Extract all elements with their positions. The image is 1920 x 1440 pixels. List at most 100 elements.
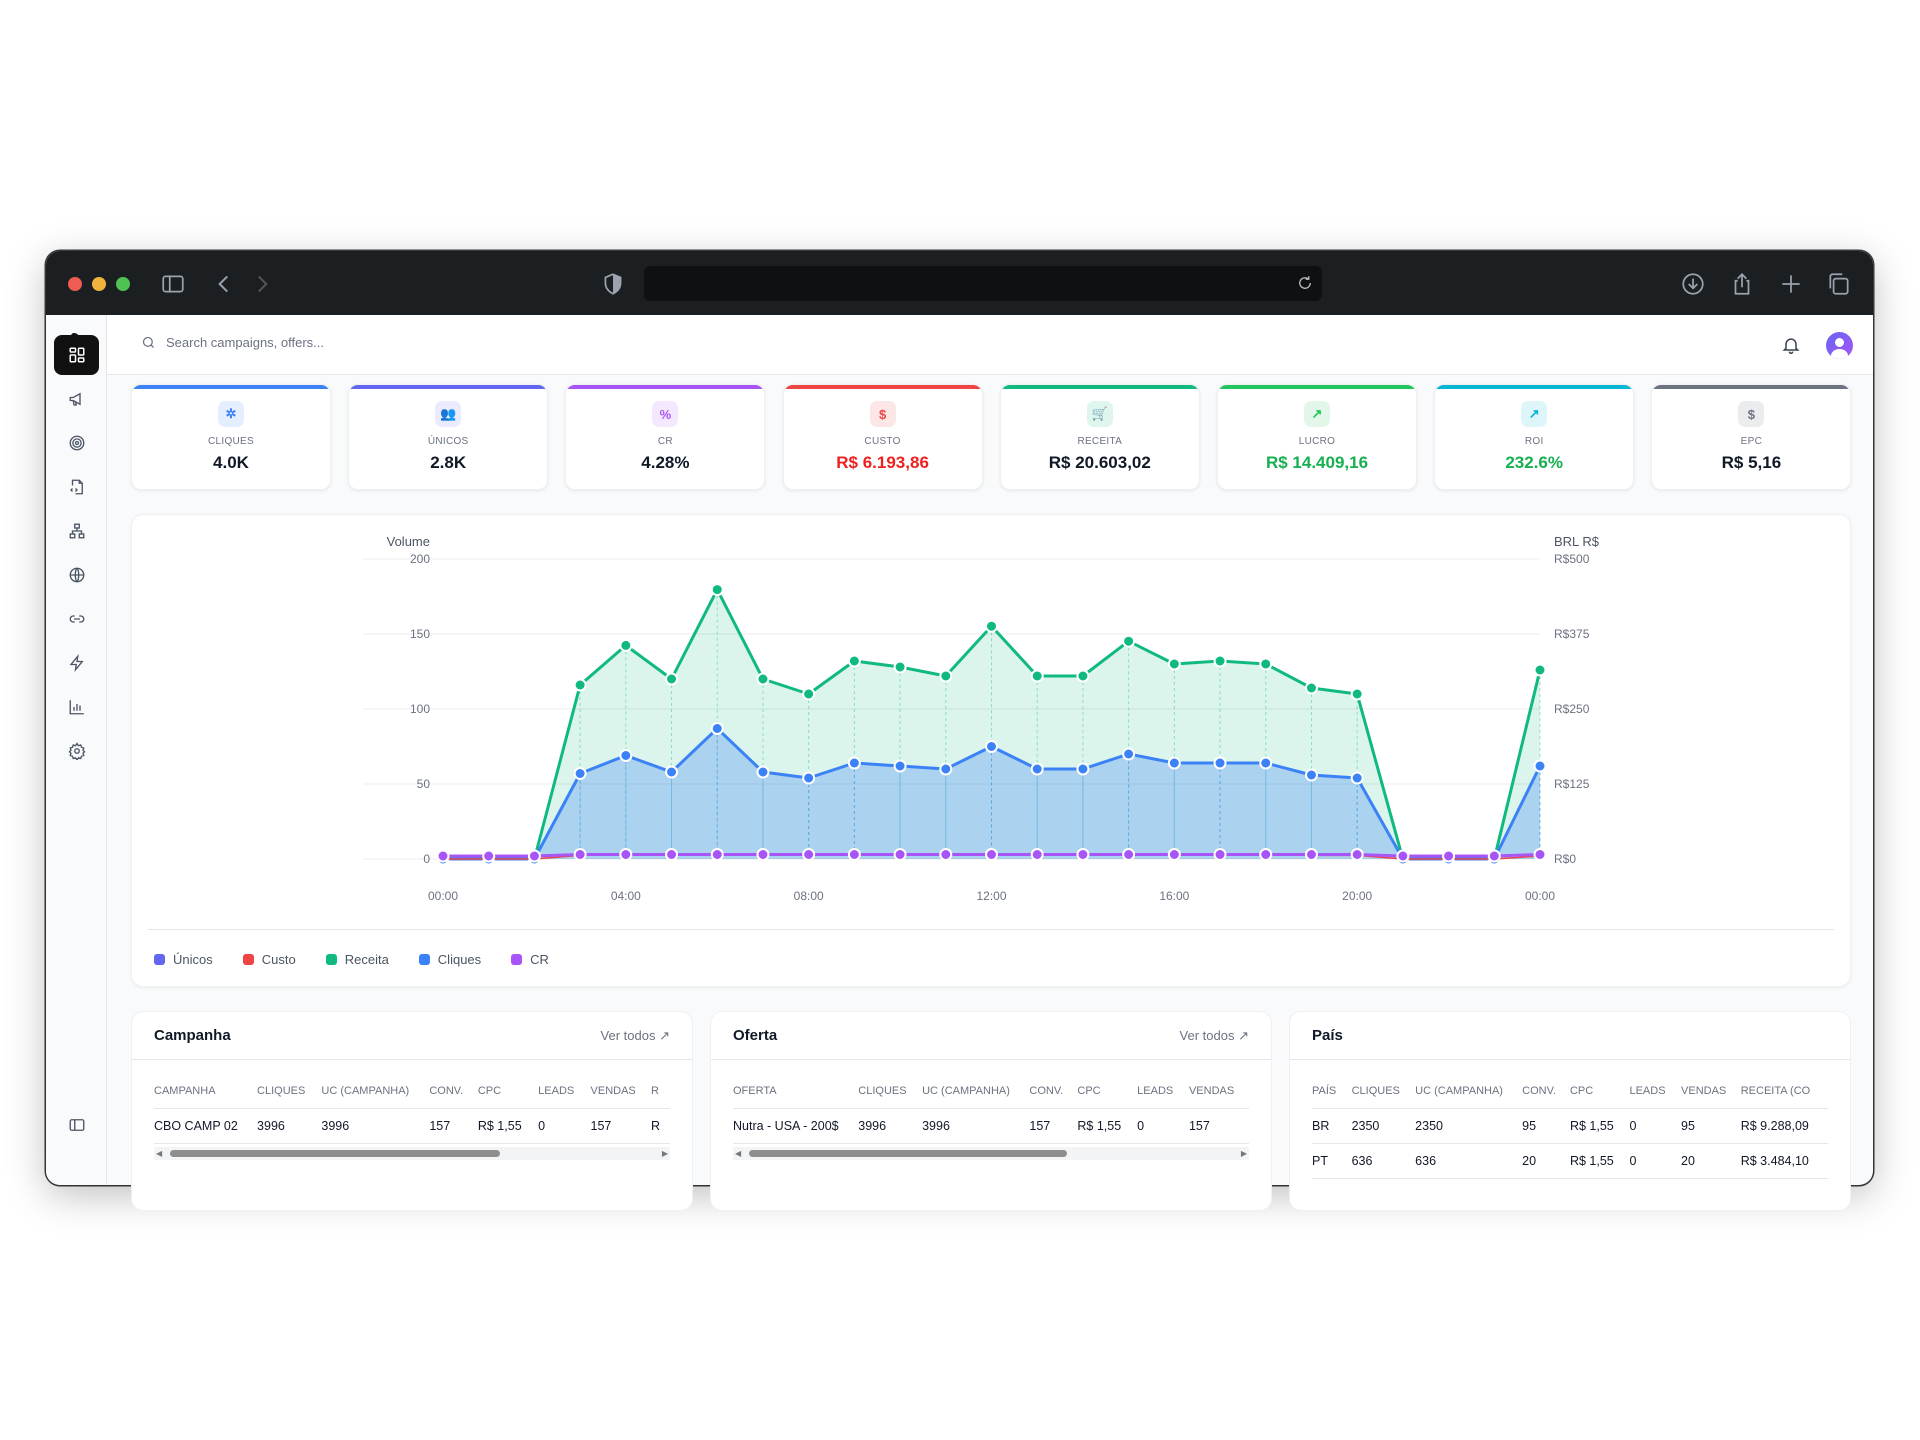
- close-window-button[interactable]: [68, 277, 82, 291]
- legend-item-3[interactable]: Cliques: [418, 952, 481, 967]
- point-cliques: [847, 756, 861, 770]
- column-header[interactable]: LEADS: [1629, 1074, 1682, 1109]
- tabs-overview-icon[interactable]: [1826, 271, 1852, 297]
- shield-icon[interactable]: [600, 271, 626, 297]
- legend-item-1[interactable]: Custo: [242, 952, 296, 967]
- table-cell: R$ 1,55: [1077, 1108, 1138, 1144]
- point-cliques: [1076, 762, 1090, 776]
- scroll-left-icon[interactable]: ◀: [735, 1149, 742, 1158]
- reload-icon[interactable]: [1296, 274, 1314, 292]
- table-cell: 95: [1522, 1108, 1570, 1144]
- table-row[interactable]: Nutra - USA - 200$ 3996 3996 157 R$ 1,55 0 157: [733, 1108, 1249, 1144]
- sidebar-item-links[interactable]: [54, 599, 99, 639]
- horizontal-scrollbar[interactable]: ◀ ▶: [154, 1147, 670, 1160]
- legend-item-0[interactable]: Únicos: [154, 952, 213, 967]
- address-bar[interactable]: [644, 266, 1322, 301]
- column-header[interactable]: CLIQUES: [257, 1074, 322, 1109]
- kpi-label: RECEITA: [1077, 436, 1123, 447]
- column-header[interactable]: UC (CAMPANHA): [922, 1074, 1030, 1109]
- point-receita: [1304, 681, 1318, 695]
- column-header[interactable]: PAÍS: [1312, 1074, 1352, 1109]
- kpi-accent-bar: [1218, 385, 1416, 389]
- sidebar-item-files[interactable]: [54, 467, 99, 507]
- dollar-icon: $: [1738, 401, 1765, 427]
- maximize-window-button[interactable]: [116, 277, 130, 291]
- horizontal-scrollbar[interactable]: ◀ ▶: [733, 1147, 1249, 1160]
- kpi-value: R$ 6.193,86: [836, 453, 929, 472]
- legend-swatch: [325, 954, 337, 965]
- legend-item-4[interactable]: CR: [511, 952, 549, 967]
- sidebar-item-network[interactable]: [54, 511, 99, 551]
- table-row[interactable]: CBO CAMP 02 3996 3996 157 R$ 1,55 0 157 R: [154, 1108, 670, 1144]
- table-card-2: País PAÍS CLIQUES UC (CAMPANHA) CONV. CPC LEAD…: [1289, 1011, 1851, 1211]
- scrollbar-thumb[interactable]: [749, 1150, 1067, 1157]
- table-cell: R$ 1,55: [1569, 1143, 1630, 1179]
- kpi-label: LUCRO: [1298, 436, 1336, 447]
- avatar[interactable]: [1826, 332, 1853, 359]
- point-cr: [1122, 848, 1136, 861]
- sidebar-item-settings[interactable]: [54, 731, 99, 771]
- forward-icon[interactable]: [249, 271, 275, 297]
- column-header[interactable]: CONV.: [429, 1074, 478, 1109]
- table-row[interactable]: PT 636 636 20 R$ 1,55 0 20 R$ 3.484,10: [1312, 1143, 1828, 1179]
- y-right-axis-title: BRL R$: [1554, 534, 1600, 549]
- column-header[interactable]: CAMPANHA: [154, 1074, 258, 1109]
- column-header[interactable]: CONV.: [1522, 1074, 1570, 1109]
- column-header[interactable]: UC (CAMPANHA): [321, 1074, 430, 1109]
- search-input[interactable]: Search campaigns, offers...: [141, 335, 324, 350]
- scroll-right-icon[interactable]: ▶: [661, 1149, 668, 1158]
- sidebar-item-targets[interactable]: [54, 423, 99, 463]
- back-icon[interactable]: [211, 271, 237, 297]
- y-right-tick-label: R$125: [1554, 777, 1590, 791]
- column-header[interactable]: CONV.: [1029, 1074, 1078, 1109]
- sidebar-item-dashboard[interactable]: [54, 335, 99, 375]
- column-header[interactable]: LEADS: [538, 1074, 591, 1109]
- point-cliques: [573, 767, 587, 780]
- table-row[interactable]: BR 2350 2350 95 R$ 1,55 0 95 R$ 9.288,09: [1312, 1108, 1828, 1144]
- legend-swatch: [242, 954, 254, 965]
- scroll-right-icon[interactable]: ▶: [1240, 1149, 1247, 1158]
- sidebar-item-automations[interactable]: [54, 643, 99, 683]
- point-cr: [436, 849, 450, 863]
- bell-icon[interactable]: [1781, 335, 1801, 355]
- sidebar-item-reports[interactable]: [54, 687, 99, 727]
- download-icon[interactable]: [1680, 271, 1706, 297]
- column-header[interactable]: R: [650, 1074, 670, 1109]
- sidebar-item-campaigns[interactable]: [54, 379, 99, 419]
- column-header[interactable]: VENDAS: [1188, 1074, 1249, 1109]
- column-header[interactable]: LEADS: [1137, 1074, 1189, 1109]
- column-header[interactable]: UC (CAMPANHA): [1415, 1074, 1523, 1109]
- kpi-accent-bar: [132, 385, 330, 389]
- point-cr: [1167, 848, 1181, 861]
- new-tab-icon[interactable]: [1778, 271, 1804, 297]
- legend-swatch: [511, 954, 523, 965]
- column-header[interactable]: CLIQUES: [858, 1074, 923, 1109]
- scroll-left-icon[interactable]: ◀: [156, 1149, 163, 1158]
- kpi-accent-bar: [1652, 385, 1851, 389]
- column-header[interactable]: CPC: [1569, 1074, 1630, 1109]
- point-receita: [1122, 634, 1136, 648]
- column-header[interactable]: CPC: [477, 1074, 539, 1109]
- column-header[interactable]: CLIQUES: [1351, 1074, 1416, 1109]
- column-header[interactable]: VENDAS: [1681, 1074, 1741, 1109]
- sidebar-item-globe[interactable]: [54, 555, 99, 595]
- globe-icon: [69, 567, 84, 583]
- point-receita: [1259, 657, 1273, 671]
- view-all-link[interactable]: Ver todos ↗: [1180, 1028, 1249, 1044]
- column-header[interactable]: OFERTA: [733, 1074, 859, 1109]
- point-receita: [1350, 687, 1364, 701]
- settings-icon: [68, 742, 85, 760]
- sidebar-toggle-icon[interactable]: [160, 271, 186, 297]
- column-header[interactable]: VENDAS: [590, 1074, 651, 1109]
- column-header[interactable]: CPC: [1077, 1074, 1138, 1109]
- table-cell: 20: [1522, 1143, 1570, 1179]
- view-all-label: Ver todos: [600, 1027, 656, 1043]
- scrollbar-thumb[interactable]: [170, 1150, 500, 1157]
- collapse-sidebar-button[interactable]: [54, 1105, 99, 1145]
- minimize-window-button[interactable]: [92, 277, 106, 291]
- share-icon[interactable]: [1729, 271, 1755, 297]
- legend-item-2[interactable]: Receita: [325, 952, 389, 967]
- column-header[interactable]: RECEITA (CO: [1740, 1074, 1828, 1109]
- point-receita: [893, 660, 907, 674]
- view-all-link[interactable]: Ver todos ↗: [601, 1028, 670, 1044]
